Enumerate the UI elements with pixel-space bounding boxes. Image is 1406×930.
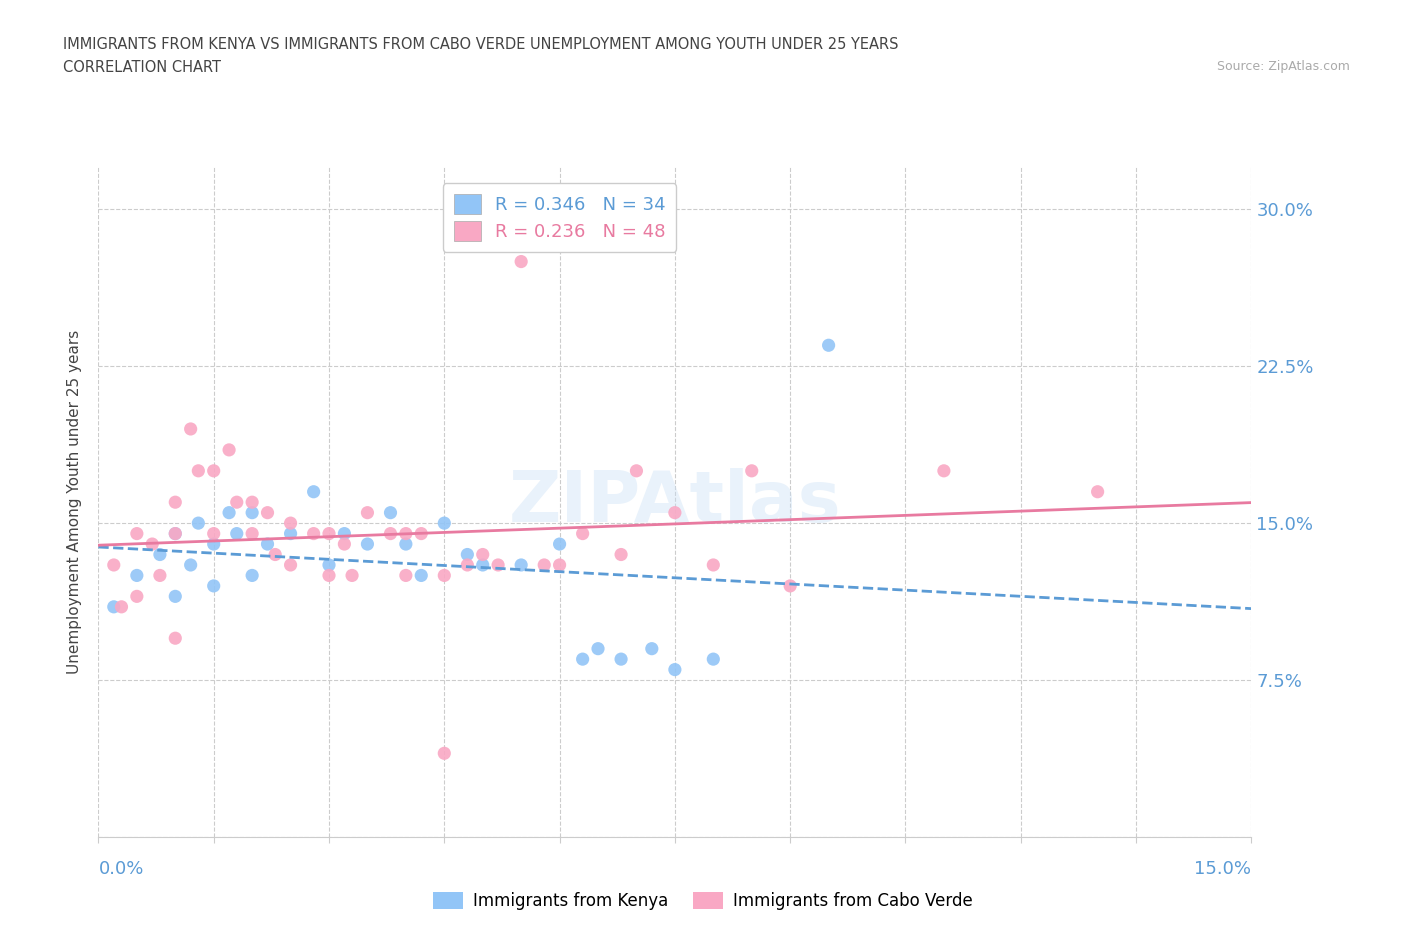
Text: 15.0%: 15.0% <box>1194 860 1251 878</box>
Point <box>380 505 402 520</box>
Point <box>280 516 302 531</box>
Point <box>280 526 302 541</box>
Point <box>202 463 225 478</box>
Point <box>165 631 187 645</box>
Point <box>1087 485 1109 499</box>
Point <box>702 652 724 667</box>
Point <box>395 526 418 541</box>
Point <box>302 526 325 541</box>
Point <box>318 568 340 583</box>
Point <box>779 578 801 593</box>
Point <box>510 558 533 573</box>
Point <box>264 547 287 562</box>
Point <box>395 537 418 551</box>
Point <box>149 547 172 562</box>
Point <box>380 526 402 541</box>
Point <box>533 558 555 573</box>
Point <box>664 662 686 677</box>
Point <box>103 600 125 615</box>
Point <box>165 526 187 541</box>
Text: IMMIGRANTS FROM KENYA VS IMMIGRANTS FROM CABO VERDE UNEMPLOYMENT AMONG YOUTH UND: IMMIGRANTS FROM KENYA VS IMMIGRANTS FROM… <box>63 37 898 52</box>
Point <box>256 505 278 520</box>
Text: 0.0%: 0.0% <box>98 860 143 878</box>
Point <box>433 746 456 761</box>
Point <box>218 443 240 458</box>
Point <box>433 568 456 583</box>
Point <box>240 505 263 520</box>
Point <box>187 516 209 531</box>
Point <box>610 547 633 562</box>
Point <box>471 558 494 573</box>
Point <box>610 652 633 667</box>
Text: CORRELATION CHART: CORRELATION CHART <box>63 60 221 75</box>
Point <box>256 537 278 551</box>
Point <box>165 526 187 541</box>
Point <box>333 537 356 551</box>
Point <box>225 495 247 510</box>
Point <box>456 547 478 562</box>
Point <box>333 526 356 541</box>
Point <box>318 526 340 541</box>
Point <box>165 495 187 510</box>
Point <box>340 568 363 583</box>
Point <box>318 558 340 573</box>
Point <box>240 568 263 583</box>
Point <box>202 526 225 541</box>
Point <box>932 463 955 478</box>
Point <box>471 547 494 562</box>
Point <box>433 516 456 531</box>
Point <box>571 652 593 667</box>
Point <box>548 537 571 551</box>
Point <box>103 558 125 573</box>
Point <box>225 526 247 541</box>
Point <box>187 463 209 478</box>
Point <box>486 558 509 573</box>
Point <box>411 526 433 541</box>
Point <box>218 505 240 520</box>
Point <box>110 600 132 615</box>
Point <box>302 485 325 499</box>
Point <box>125 589 148 604</box>
Text: Source: ZipAtlas.com: Source: ZipAtlas.com <box>1216 60 1350 73</box>
Point <box>180 558 202 573</box>
Point <box>280 558 302 573</box>
Legend: R = 0.346   N = 34, R = 0.236   N = 48: R = 0.346 N = 34, R = 0.236 N = 48 <box>443 183 676 252</box>
Point <box>571 526 593 541</box>
Point <box>626 463 648 478</box>
Point <box>411 568 433 583</box>
Point <box>240 526 263 541</box>
Point <box>202 537 225 551</box>
Point <box>817 338 839 352</box>
Point <box>741 463 763 478</box>
Point <box>125 526 148 541</box>
Text: ZIPAtlas: ZIPAtlas <box>509 468 841 537</box>
Point <box>125 568 148 583</box>
Point <box>586 642 609 657</box>
Point <box>664 505 686 520</box>
Point <box>702 558 724 573</box>
Legend: Immigrants from Kenya, Immigrants from Cabo Verde: Immigrants from Kenya, Immigrants from C… <box>426 885 980 917</box>
Point <box>141 537 163 551</box>
Point <box>395 568 418 583</box>
Point <box>510 254 533 269</box>
Point <box>641 642 664 657</box>
Point <box>456 558 478 573</box>
Point <box>356 537 378 551</box>
Point <box>356 505 378 520</box>
Point <box>165 589 187 604</box>
Point <box>202 578 225 593</box>
Point <box>548 558 571 573</box>
Point <box>180 421 202 436</box>
Y-axis label: Unemployment Among Youth under 25 years: Unemployment Among Youth under 25 years <box>67 330 83 674</box>
Point <box>240 495 263 510</box>
Point <box>149 568 172 583</box>
